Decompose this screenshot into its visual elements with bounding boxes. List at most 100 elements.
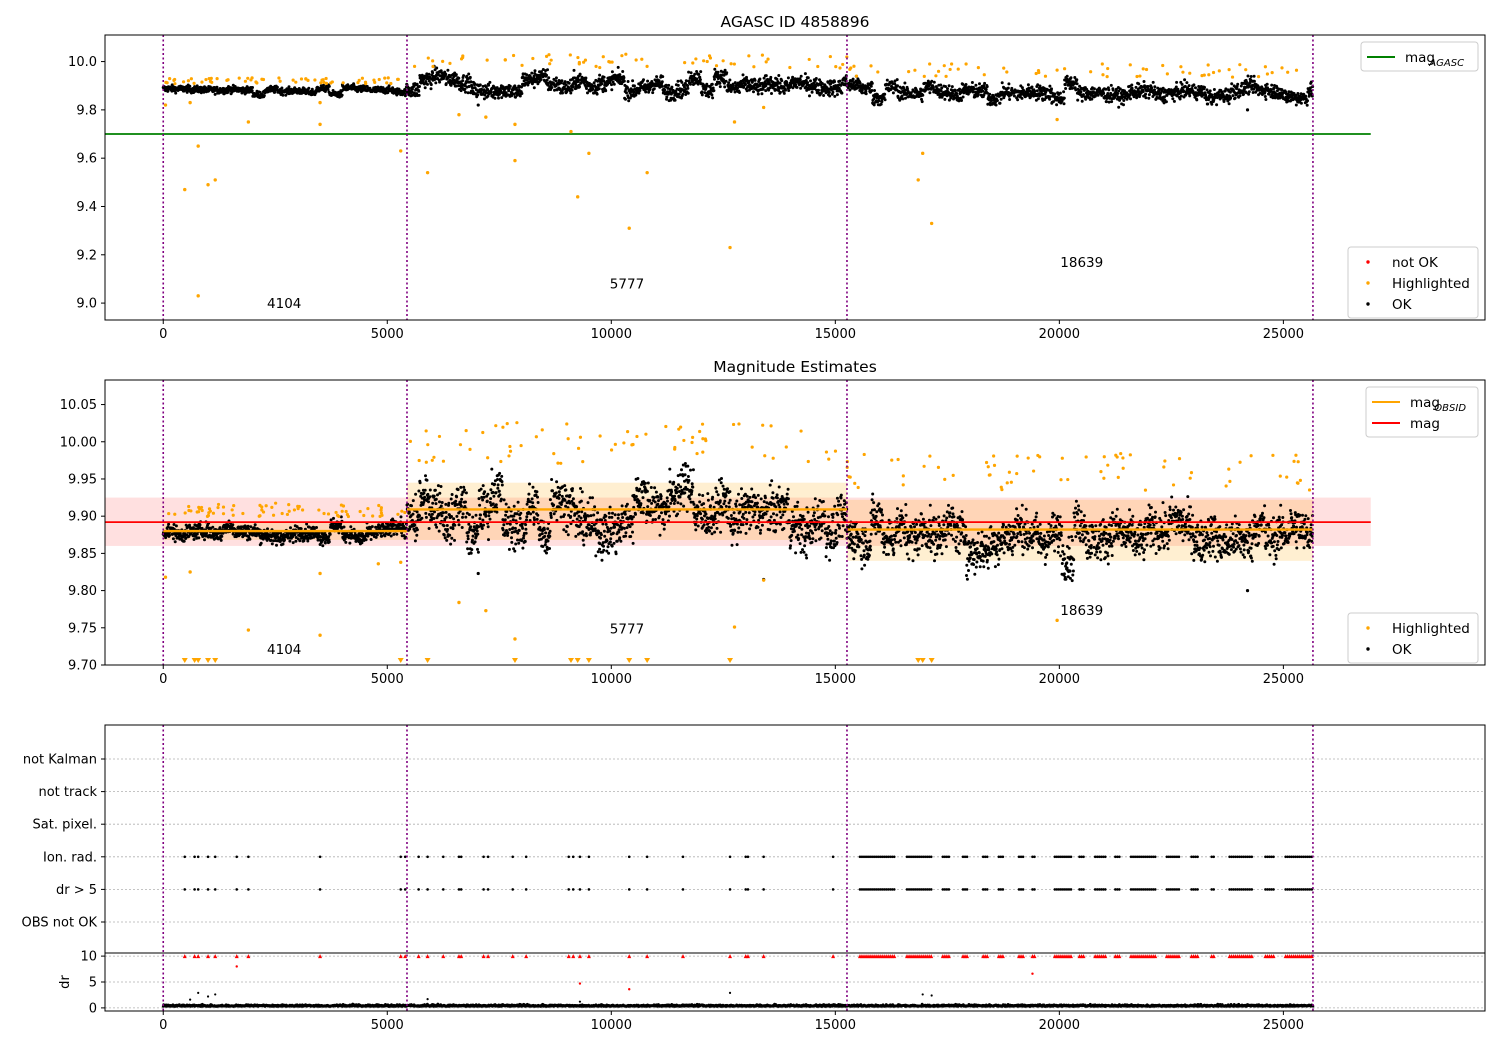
ok-point xyxy=(798,78,802,82)
ok-point xyxy=(446,528,450,531)
ok-point xyxy=(633,84,636,88)
ok-point xyxy=(1265,82,1269,86)
ok-point xyxy=(455,514,459,518)
ok-point xyxy=(453,523,457,527)
ok-point xyxy=(1110,100,1114,104)
highlighted-point xyxy=(576,55,580,60)
ok-point xyxy=(1082,93,1085,97)
ok-point xyxy=(423,86,427,90)
ok-point xyxy=(1008,98,1012,101)
highlighted-point xyxy=(1105,74,1109,79)
highlighted-point xyxy=(448,61,452,65)
ok-point xyxy=(467,522,471,526)
ok-point xyxy=(595,92,599,96)
ok-point xyxy=(1206,102,1210,106)
ok-point xyxy=(174,524,178,528)
ok-point xyxy=(322,83,325,87)
ok-point xyxy=(883,98,887,102)
ok-point xyxy=(817,88,820,92)
ok-point xyxy=(1143,84,1147,88)
ok-point xyxy=(259,541,263,545)
ok-point xyxy=(810,90,814,94)
y-tick-label: 9.4 xyxy=(76,200,97,215)
ok-point xyxy=(248,537,252,541)
highlighted-point xyxy=(548,62,552,66)
ok-point xyxy=(467,513,471,517)
ok-point xyxy=(1016,98,1020,102)
y-tick-label: 9.80 xyxy=(68,584,97,599)
ok-point xyxy=(466,91,470,95)
ok-point xyxy=(198,523,202,527)
ok-point xyxy=(449,497,453,501)
highlighted-point xyxy=(1165,72,1169,76)
ok-point xyxy=(440,514,444,518)
highlighted-point xyxy=(261,77,266,82)
ok-point xyxy=(1270,83,1274,87)
ok-point xyxy=(1026,83,1030,87)
ok-point xyxy=(680,80,684,84)
highlighted-point xyxy=(922,74,926,78)
ok-point xyxy=(493,482,496,486)
ok-point xyxy=(621,70,625,73)
ok-point xyxy=(1187,84,1191,88)
ok-point xyxy=(1010,86,1014,90)
ok-point xyxy=(686,84,690,88)
ok-point xyxy=(598,73,602,77)
ok-point xyxy=(481,484,485,488)
ok-point xyxy=(483,490,487,494)
ok-point xyxy=(479,513,482,517)
ok-point xyxy=(644,90,648,94)
highlighted-point xyxy=(1207,73,1211,77)
ok-point xyxy=(487,538,490,542)
highlighted-point xyxy=(544,54,549,58)
highlighted-point xyxy=(601,55,605,59)
ok-point xyxy=(642,78,645,82)
ok-point xyxy=(1130,83,1134,87)
ok-point xyxy=(1079,90,1083,94)
highlighted-point xyxy=(204,77,208,82)
ok-point xyxy=(864,89,868,93)
legend-dot-swatch xyxy=(1366,281,1370,285)
ok-point xyxy=(618,73,622,77)
ok-point xyxy=(482,495,486,499)
y-tick-label: 10.00 xyxy=(60,435,97,450)
ok-point xyxy=(1075,82,1079,86)
highlighted-point xyxy=(916,178,920,182)
ok-point xyxy=(1188,94,1192,98)
highlighted-point xyxy=(1062,67,1067,71)
ok-point xyxy=(585,87,588,90)
ok-point xyxy=(443,536,447,540)
ok-point xyxy=(418,514,421,518)
ok-point xyxy=(456,488,460,492)
highlighted-point xyxy=(181,80,186,84)
ok-point xyxy=(220,534,224,538)
ok-point xyxy=(1069,76,1073,80)
ok-point xyxy=(427,79,431,83)
highlighted-point xyxy=(624,52,628,56)
highlighted-point xyxy=(683,61,687,65)
legend-dot-swatch xyxy=(1366,302,1370,306)
ok-point xyxy=(476,547,479,551)
highlighted-point xyxy=(441,59,445,63)
ok-point xyxy=(494,503,498,507)
ok-point xyxy=(723,68,727,72)
ok-point xyxy=(877,99,881,103)
highlighted-point xyxy=(568,53,572,57)
ok-point xyxy=(803,72,807,76)
ok-point xyxy=(281,93,285,97)
ok-point xyxy=(1222,100,1226,103)
ok-point xyxy=(323,541,327,545)
highlighted-point xyxy=(1179,65,1183,69)
highlighted-point xyxy=(761,105,766,110)
ok-point xyxy=(725,71,729,75)
ok-point xyxy=(459,89,463,93)
highlighted-point xyxy=(188,100,192,105)
highlighted-point xyxy=(948,67,952,72)
ok-point xyxy=(530,71,534,75)
highlighted-point xyxy=(1188,71,1192,75)
ok-point xyxy=(490,467,494,471)
highlighted-point xyxy=(976,66,980,70)
ok-point xyxy=(488,517,492,521)
ok-point xyxy=(253,523,257,527)
ok-point xyxy=(432,517,436,520)
